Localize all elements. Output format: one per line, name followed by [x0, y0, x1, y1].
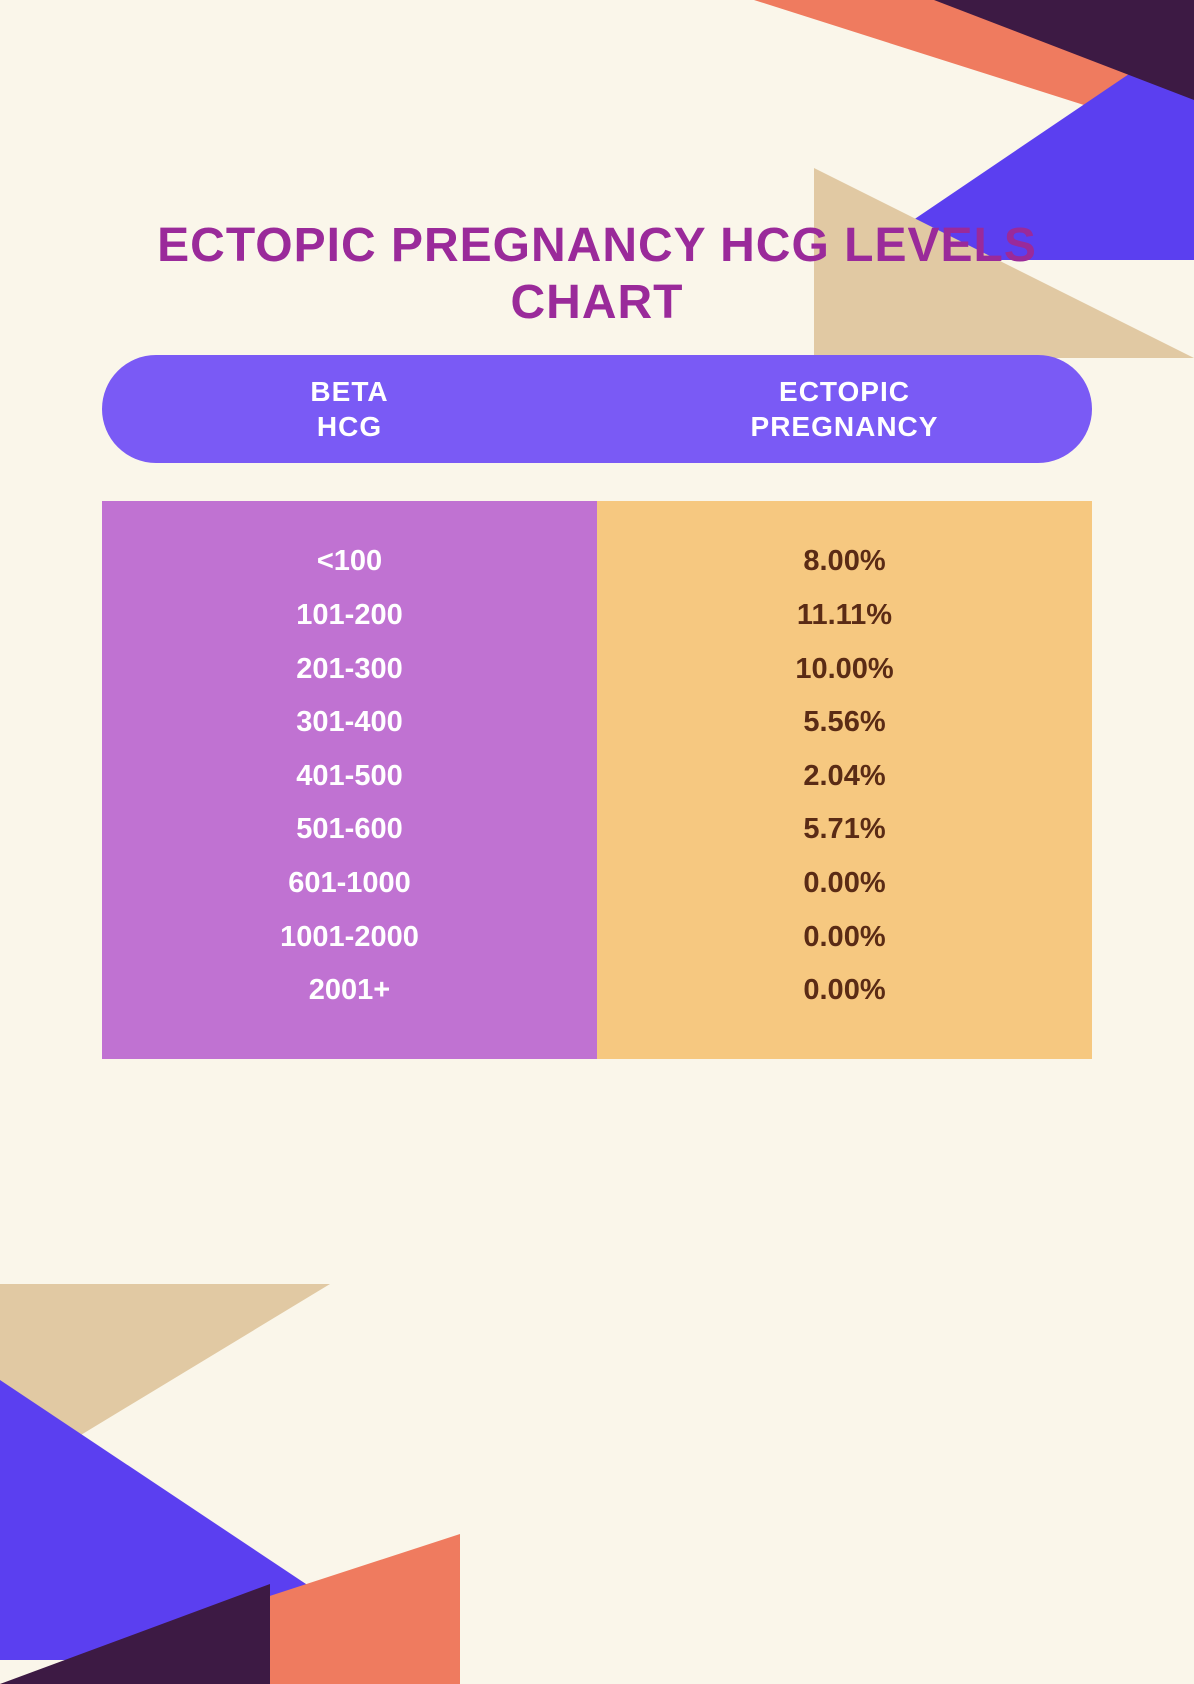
page-title: ECTOPIC PREGNANCY HCG LEVELS CHART [102, 218, 1092, 331]
header-left: BETAHCG [102, 374, 597, 444]
column-ectopic-pct: 8.00% 11.11% 10.00% 5.56% 2.04% 5.71% 0.… [597, 501, 1092, 1059]
header-right: ECTOPICPREGNANCY [597, 374, 1092, 444]
column-beta-hcg: <100 101-200 201-300 301-400 401-500 501… [102, 501, 597, 1059]
cell-hcg: 601-1000 [102, 857, 597, 911]
cell-pct: 5.71% [597, 803, 1092, 857]
cell-hcg: 1001-2000 [102, 911, 597, 965]
cell-pct: 0.00% [597, 964, 1092, 1018]
cell-hcg: <100 [102, 535, 597, 589]
cell-hcg: 101-200 [102, 589, 597, 643]
deco-triangle-purple-top [934, 0, 1194, 100]
cell-pct: 8.00% [597, 535, 1092, 589]
cell-pct: 0.00% [597, 857, 1092, 911]
cell-hcg: 401-500 [102, 750, 597, 804]
table-header: BETAHCG ECTOPICPREGNANCY [102, 355, 1092, 463]
chart-content: ECTOPIC PREGNANCY HCG LEVELS CHART BETAH… [102, 218, 1092, 1059]
cell-hcg: 2001+ [102, 964, 597, 1018]
cell-pct: 0.00% [597, 911, 1092, 965]
cell-hcg: 301-400 [102, 696, 597, 750]
cell-pct: 11.11% [597, 589, 1092, 643]
cell-pct: 5.56% [597, 696, 1092, 750]
cell-pct: 10.00% [597, 643, 1092, 697]
cell-hcg: 501-600 [102, 803, 597, 857]
table-body: <100 101-200 201-300 301-400 401-500 501… [102, 501, 1092, 1059]
cell-hcg: 201-300 [102, 643, 597, 697]
cell-pct: 2.04% [597, 750, 1092, 804]
deco-triangle-purple-bottom [0, 1584, 270, 1684]
